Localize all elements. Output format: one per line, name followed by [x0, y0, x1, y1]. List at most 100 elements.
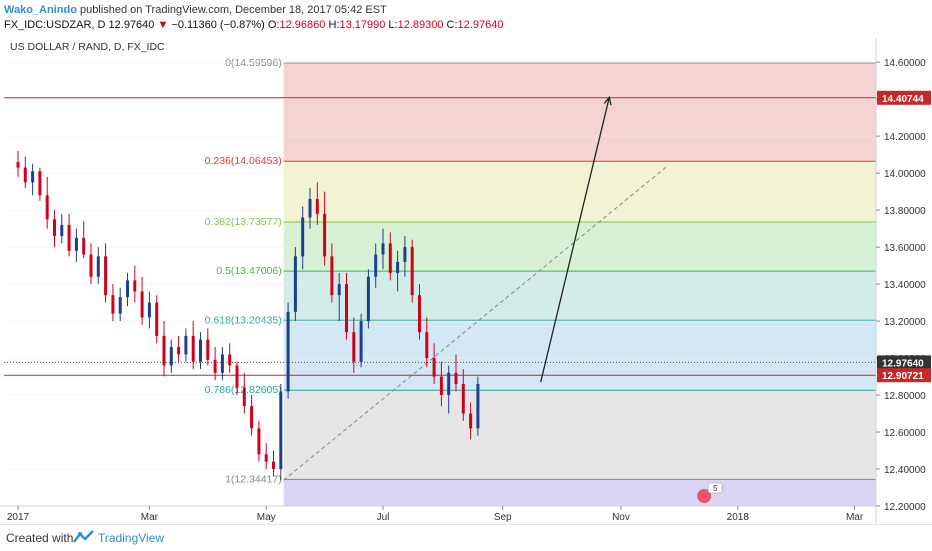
chart-title: US DOLLAR / RAND, D, FX_IDC: [10, 41, 165, 53]
candle-body: [67, 224, 71, 251]
candle-body: [469, 413, 473, 429]
fib-level-label: 0.236(14.06453): [205, 155, 282, 167]
fib-zone: [283, 390, 877, 480]
candle-body: [177, 346, 181, 355]
price-tag-upper: 14.40744: [882, 94, 924, 105]
y-tick-label: 12.80000: [884, 391, 926, 402]
candle-body: [31, 171, 35, 183]
candle-body: [301, 217, 305, 257]
high-value: 13.17990: [339, 19, 386, 31]
candle-body: [23, 167, 27, 183]
candle-body: [447, 372, 451, 396]
down-arrow-icon: ▼: [157, 19, 169, 31]
candle-body: [315, 199, 319, 214]
candle-body: [155, 302, 159, 336]
candle-body: [337, 284, 341, 296]
price-tag-last-bg: [877, 355, 931, 370]
candle-body: [454, 372, 458, 384]
x-tick-label: Mar: [846, 512, 864, 523]
candle-body: [228, 354, 232, 366]
candle-body: [133, 280, 137, 292]
forecast-arrow-head-icon: [603, 95, 612, 106]
candle-body: [45, 195, 49, 220]
low-value: 12.89300: [397, 19, 444, 31]
x-tick-label: 2017: [7, 512, 30, 523]
y-tick-label: 14.20000: [884, 132, 926, 143]
candle-body: [476, 383, 480, 429]
candle-body: [432, 358, 436, 377]
candle-body: [96, 256, 100, 277]
candle-body: [323, 213, 327, 257]
y-tick-label: 12.20000: [884, 502, 926, 513]
candle-body: [89, 254, 93, 277]
candle-body: [191, 335, 195, 362]
forecast-arrow-line[interactable]: [540, 97, 610, 383]
fib-level-label: 0.382(13.73577): [205, 216, 282, 228]
candle-body: [53, 219, 56, 237]
candle-body: [250, 406, 254, 429]
x-tick-label: Nov: [612, 512, 630, 523]
candle-body: [359, 321, 363, 362]
candle-body: [213, 359, 217, 373]
open-value: 12.96860: [279, 19, 326, 31]
candle-body: [264, 454, 268, 462]
candle-body: [184, 335, 188, 355]
symbol-label[interactable]: FX_IDC:USDZAR, D: [4, 19, 106, 31]
footer-bar: Created with TradingView: [0, 524, 932, 551]
x-tick-label: May: [257, 512, 276, 523]
events-flag-icon[interactable]: [697, 489, 712, 503]
candle-body: [111, 295, 115, 314]
price-chart[interactable]: 0(14.59596) 0.236(14.06453) 0.382(13.73577…: [0, 38, 932, 524]
y-tick-label: 14.60000: [884, 58, 926, 69]
fib-level-label: 0(14.59596): [225, 57, 282, 69]
low-label: L:: [388, 19, 398, 31]
price-tag-lower-bg: [877, 368, 931, 383]
tradingview-link[interactable]: TradingView: [98, 531, 165, 545]
candle-body: [308, 199, 312, 218]
y-tick-label: 13.20000: [884, 317, 926, 328]
ohlc-line: FX_IDC:USDZAR, D 12.97640 ▼ −0.11360 (−0…: [4, 19, 503, 31]
dashed-trendline[interactable]: [283, 165, 669, 481]
price-axis[interactable]: [876, 38, 932, 524]
fib-zone: [283, 161, 877, 223]
high-label: H:: [328, 19, 340, 31]
close-value: 12.97640: [457, 19, 504, 31]
candle-body: [425, 332, 429, 359]
candle-body: [235, 365, 239, 388]
close-label: C:: [446, 19, 458, 31]
tradingview-logo-icon[interactable]: [73, 530, 95, 544]
candle-body: [374, 254, 378, 277]
candle-body: [82, 237, 86, 255]
candle-body: [74, 237, 78, 251]
candle-body: [293, 256, 297, 312]
candle-body: [242, 387, 246, 407]
candle-body: [439, 376, 443, 396]
y-tick-label: 14.00000: [884, 169, 926, 180]
x-tick-label: Mar: [141, 512, 159, 523]
x-tick-label: Sep: [494, 512, 512, 523]
created-with-label: Created with: [6, 531, 74, 545]
candle-body: [104, 256, 108, 296]
candle-body: [199, 339, 202, 362]
open-label: O:: [267, 19, 280, 31]
candle-body: [403, 247, 407, 262]
price-change: −0.11360 (−0.87%): [171, 19, 265, 31]
candle-body: [16, 162, 20, 168]
events-count-badge[interactable]: 5: [713, 484, 718, 493]
fib-zone: [283, 62, 877, 162]
price-tag-upper-bg: [877, 90, 931, 105]
candle-body: [410, 247, 414, 296]
author-name[interactable]: Wako_Anindo: [4, 4, 77, 16]
fib-zone: [283, 271, 877, 321]
candle-body: [461, 383, 465, 414]
fib-level-label: 0.5(13.47006): [216, 265, 281, 277]
publish-info: published on TradingView.com, December 1…: [76, 4, 387, 16]
candle-body: [272, 461, 275, 470]
candle-body: [126, 280, 129, 298]
y-tick-label: 12.40000: [884, 465, 926, 476]
candle-body: [418, 295, 421, 333]
candle-body: [147, 302, 151, 318]
candle-body: [169, 346, 173, 366]
candle-body: [345, 284, 348, 333]
y-tick-label: 13.60000: [884, 243, 926, 254]
